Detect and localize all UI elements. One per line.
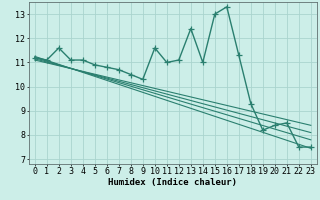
X-axis label: Humidex (Indice chaleur): Humidex (Indice chaleur)	[108, 178, 237, 187]
